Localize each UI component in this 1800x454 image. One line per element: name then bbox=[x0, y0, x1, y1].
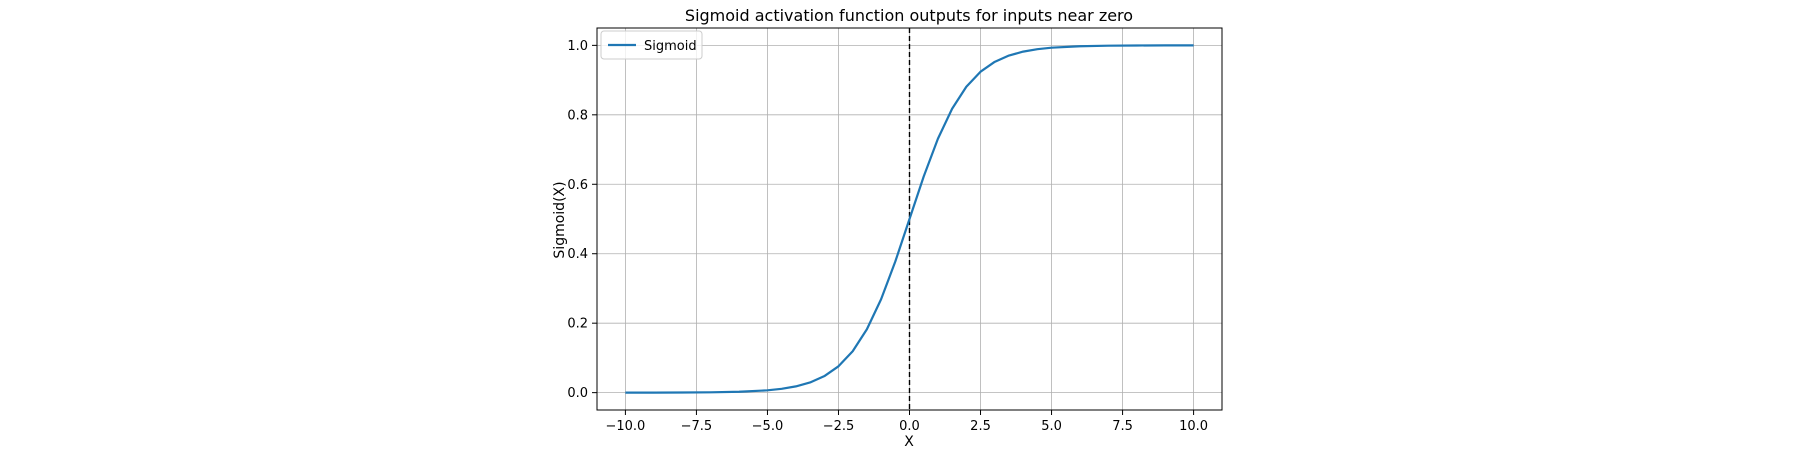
x-tick-label: 0.0 bbox=[899, 419, 920, 434]
x-tick-label: −5.0 bbox=[752, 419, 784, 434]
y-tick-label: 0.0 bbox=[567, 386, 588, 401]
legend: Sigmoid bbox=[600, 30, 703, 60]
x-tick-label: 10.0 bbox=[1179, 419, 1208, 434]
y-tick-label: 0.8 bbox=[567, 108, 588, 123]
x-tick-label: 7.5 bbox=[1112, 419, 1133, 434]
legend-box bbox=[600, 30, 703, 60]
x-tick-label: 2.5 bbox=[970, 419, 991, 434]
y-tick-label: 0.2 bbox=[567, 317, 588, 332]
y-tick-label: 0.4 bbox=[567, 247, 588, 262]
x-tick-label: −10.0 bbox=[605, 419, 645, 434]
y-axis-ticks: 0.0 0.2 0.4 0.6 0.8 1.0 bbox=[567, 39, 597, 401]
y-axis-label: Sigmoid(X) bbox=[552, 181, 568, 258]
y-tick-label: 0.6 bbox=[567, 178, 588, 193]
series-line-sigmoid bbox=[625, 44, 1194, 394]
x-tick-label: −2.5 bbox=[823, 419, 855, 434]
chart-title: Sigmoid activation function outputs for … bbox=[685, 6, 1133, 25]
series-layer bbox=[625, 44, 1194, 394]
x-axis-ticks: −10.0 −7.5 −5.0 −2.5 0.0 2.5 5.0 7.5 10.0 bbox=[605, 410, 1208, 434]
x-tick-label: 5.0 bbox=[1041, 419, 1062, 434]
x-axis-label: X bbox=[904, 434, 914, 450]
legend-label-sigmoid: Sigmoid bbox=[644, 39, 697, 54]
y-tick-label: 1.0 bbox=[567, 39, 588, 54]
x-tick-label: −7.5 bbox=[681, 419, 713, 434]
